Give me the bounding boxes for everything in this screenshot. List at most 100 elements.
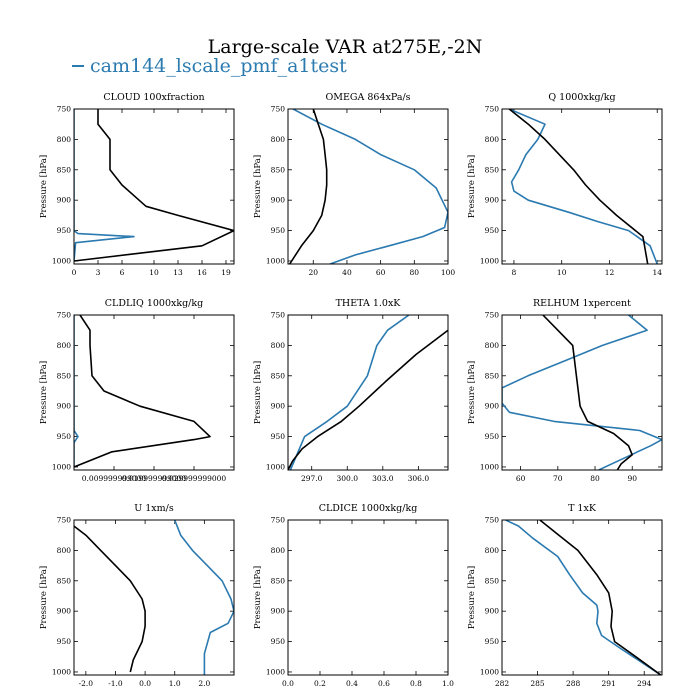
y-tick-label: 850 [271, 165, 286, 174]
series-line-0 [508, 109, 658, 264]
y-tick-label: 750 [57, 516, 72, 525]
x-tick-label: -1.0 [108, 679, 123, 688]
y-tick-label: 850 [485, 165, 500, 174]
y-tick-label: 850 [57, 576, 72, 585]
y-tick-label: 950 [57, 637, 72, 646]
legend-label: cam144_lscale_pmf_a1test [90, 55, 347, 77]
y-tick-label: 750 [271, 311, 286, 320]
y-axis-label: Pressure [hPa] [467, 566, 477, 629]
panel-title: RELHUM 1xpercent [533, 298, 631, 309]
x-tick-label: 8 [512, 268, 517, 277]
x-tick-label: -2.0 [79, 679, 94, 688]
x-tick-label: 0.6 [378, 679, 390, 688]
panel-6: U 1xm/s Pressure [hPa] 750 800 850 900 950 1000… [39, 503, 235, 688]
x-tick-label: 40 [342, 268, 352, 277]
panel-title: CLOUD 100xfraction [103, 92, 204, 103]
x-tick-label: 1.0 [442, 679, 454, 688]
series-line-0 [292, 109, 448, 264]
y-tick-label: 800 [271, 135, 286, 144]
x-tick-label: 14 [652, 268, 662, 277]
x-tick-label: 6 [120, 268, 125, 277]
x-tick-label: 0.029999999000 [162, 474, 227, 483]
y-tick-label: 1000 [52, 667, 71, 676]
y-tick-label: 1000 [52, 462, 71, 471]
y-tick-label: 900 [271, 196, 286, 205]
y-tick-label: 1000 [480, 667, 499, 676]
x-tick-label: 100 [441, 268, 456, 277]
y-tick-label: 950 [485, 226, 500, 235]
plot-frame [501, 519, 663, 676]
x-tick-label: 80 [410, 268, 420, 277]
y-tick-label: 900 [485, 196, 500, 205]
panel-title: Q 1000xkg/kg [548, 92, 615, 103]
series-line-1 [288, 329, 448, 470]
y-tick-label: 750 [485, 105, 500, 114]
y-axis-label: Pressure [hPa] [39, 566, 49, 629]
x-tick-label: 300.0 [337, 474, 359, 483]
x-tick-label: 285 [530, 679, 545, 688]
y-tick-label: 950 [57, 226, 72, 235]
panel-title: T 1xK [568, 503, 597, 514]
y-tick-label: 750 [271, 516, 286, 525]
y-tick-label: 1000 [266, 462, 285, 471]
x-tick-label: 294 [637, 679, 652, 688]
x-tick-label: 20 [308, 268, 318, 277]
x-tick-label: 0.0 [139, 679, 151, 688]
x-tick-label: 0.4 [346, 679, 358, 688]
x-tick-label: 0.0 [282, 679, 294, 688]
plot-frame [73, 108, 235, 265]
plot-frame [501, 108, 663, 265]
y-tick-label: 1000 [52, 256, 71, 265]
x-tick-label: 2.0 [198, 679, 210, 688]
plot-frame [73, 314, 235, 471]
series-line-0 [502, 315, 662, 470]
y-tick-label: 800 [271, 341, 286, 350]
x-tick-label: 80 [590, 474, 600, 483]
plot-frame [287, 519, 449, 676]
x-tick-label: 0.2 [314, 679, 326, 688]
y-tick-label: 750 [57, 105, 72, 114]
panels-grid: CLOUD 100xfraction Pressure [hPa] 750 800 85… [39, 92, 663, 688]
y-tick-label: 900 [271, 607, 286, 616]
y-axis-label: Pressure [hPa] [39, 155, 49, 218]
x-tick-label: 19 [221, 268, 231, 277]
x-tick-label: 282 [495, 679, 510, 688]
panel-7: CLDICE 1000xkg/kg Pressure [hPa] 750 800 850… [253, 503, 454, 688]
x-tick-label: 70 [553, 474, 563, 483]
series-line-0 [74, 315, 79, 467]
panel-4: THETA 1.0xK Pressure [hPa] 750 800 850 900 950… [253, 298, 449, 483]
y-tick-label: 950 [485, 432, 500, 441]
panel-3: CLDLIQ 1000xkg/kg Pressure [hPa] 750 800 850… [39, 298, 235, 483]
x-tick-label: 60 [376, 268, 386, 277]
panel-title: OMEGA 864xPa/s [325, 92, 410, 103]
series-line-1 [74, 315, 211, 468]
y-tick-label: 850 [57, 371, 72, 380]
y-tick-label: 1000 [480, 256, 499, 265]
y-tick-label: 800 [485, 341, 500, 350]
panel-title: U 1xm/s [134, 503, 174, 514]
panel-title: THETA 1.0xK [336, 298, 402, 309]
y-tick-label: 950 [57, 432, 72, 441]
x-tick-label: 288 [566, 679, 581, 688]
x-tick-label: 90 [627, 474, 637, 483]
y-axis-label: Pressure [hPa] [467, 155, 477, 218]
y-tick-label: 800 [485, 546, 500, 555]
x-tick-label: 13 [173, 268, 183, 277]
x-tick-label: 303.0 [372, 474, 394, 483]
y-tick-label: 850 [271, 576, 286, 585]
series-line-0 [505, 520, 662, 675]
y-tick-label: 950 [271, 637, 286, 646]
y-axis-label: Pressure [hPa] [253, 566, 263, 629]
panel-title: CLDICE 1000xkg/kg [319, 503, 418, 514]
y-axis-label: Pressure [hPa] [253, 155, 263, 218]
x-tick-label: 12 [605, 268, 615, 277]
series-line-0 [173, 520, 234, 675]
plot-frame [73, 519, 235, 676]
y-tick-label: 900 [57, 607, 72, 616]
x-tick-label: 10 [557, 268, 567, 277]
y-tick-label: 750 [485, 516, 500, 525]
y-tick-label: 900 [57, 402, 72, 411]
figure-title: Large-scale VAR at275E,-2N [208, 36, 483, 58]
y-tick-label: 900 [57, 196, 72, 205]
